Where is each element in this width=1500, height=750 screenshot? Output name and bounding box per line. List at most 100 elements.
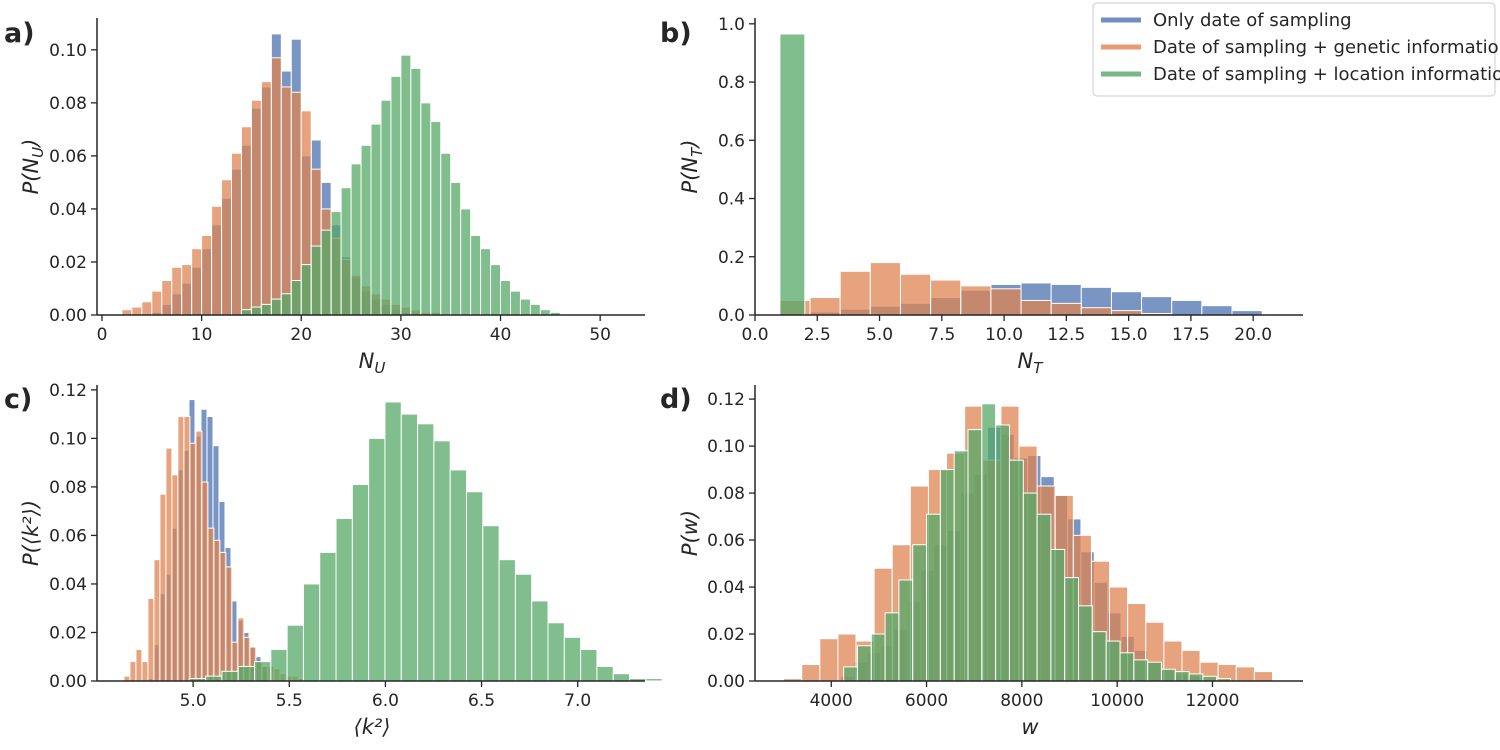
bar-location [500,280,511,316]
bar-genetic [171,266,183,316]
bar-genetic [201,234,213,316]
x-axis-label: ⟨k²⟩ [354,715,391,739]
bar-location [400,54,412,316]
bar-location [370,123,382,316]
y-tick-label: 0.12 [707,390,745,410]
bar-genetic [129,661,137,682]
panel-b: 0.0 2.5 5.0 7.5 10.0 12.5 15.0 17.5 20.0 0.0 0.2 0.… [678,15,1303,377]
bar-location [380,99,392,316]
bar-location [420,102,432,316]
bar-location [351,483,370,682]
bar-location [400,413,419,682]
y-tick-label: 0.10 [49,41,87,61]
y-tick: 0.02 [49,623,97,643]
bar-genetic [839,270,871,316]
bar-location [390,75,402,316]
y-tick-label: 0.10 [707,437,745,457]
bar-location [417,423,435,682]
x-tick-label: 6.5 [468,691,495,711]
bar-location [514,573,533,682]
bar-location [612,673,631,682]
bar-genetic [131,306,143,316]
x-tick: 10 [191,315,212,345]
y-tick-label: 0.04 [49,575,87,595]
y-tick: 0.08 [49,478,97,498]
bar-genetic [219,551,227,682]
x-tick-label: 50 [589,325,611,345]
x-tick: 12.5 [1047,315,1085,345]
series-location-d [843,403,1232,682]
bar-genetic [147,598,155,682]
y-tick: 0.10 [49,429,97,449]
y-tick-label: 0.08 [707,484,745,504]
panel-d: 4000 6000 8000 10000 12000 0.00 0.02 0.04 0.06 0.… [678,385,1303,739]
bar-location [856,645,872,682]
bar-location [1147,661,1162,682]
y-tick-label: 0.10 [49,429,87,449]
x-tick-label: 12000 [1185,691,1239,711]
bar-location [884,612,900,682]
bar-location [320,229,332,316]
bar-location [529,303,541,316]
y-tick-label: 0.0 [718,306,745,326]
x-tick: 0 [97,315,107,345]
bar-location [547,622,565,682]
x-tick-label: 17.5 [1172,325,1210,345]
bar-genetic [213,539,221,682]
bar-location [430,120,442,316]
bar-location [645,678,663,682]
bar-genetic [225,566,233,682]
bar-genetic [201,481,209,682]
bar-genetic [153,559,161,682]
bar-genetic [159,493,167,682]
y-tick: 1.0 [718,15,755,35]
bar-location [1008,459,1024,682]
y-tick: 0.04 [49,200,97,220]
bar-location [531,600,549,682]
y-tick-label: 0.08 [49,94,87,114]
y-tick: 0.04 [707,578,755,598]
bar-location [270,648,288,682]
bar-location [509,290,521,316]
y-tick: 0.02 [707,625,755,645]
bar-location [319,551,337,682]
bar-location [482,525,500,682]
x-tick-label: 5.0 [866,325,893,345]
x-tick-label: 5.0 [180,691,207,711]
x-tick-label: 20.0 [1234,325,1272,345]
y-tick-label: 0.8 [718,73,745,93]
legend: Only date of sampling Date of sampling +… [1092,2,1500,97]
bar-location [360,144,372,316]
bar-location [1105,640,1121,682]
y-tick-label: 0.00 [49,306,87,326]
bar-location [967,429,983,682]
x-tick-label: 15.0 [1110,325,1148,345]
y-tick-label: 0.6 [718,131,745,151]
bar-genetic [161,280,173,316]
bar-location [580,648,598,682]
y-tick: 0.06 [49,526,97,546]
x-tick: 20 [290,315,312,345]
x-tick-label: 30 [390,325,412,345]
y-tick-label: 0.00 [49,672,87,692]
bar-genetic [121,309,133,316]
x-tick-label: 40 [490,325,512,345]
x-tick: 40 [490,315,512,345]
bar-location [260,303,272,316]
bar-location [981,403,997,682]
bar-location [237,665,256,682]
x-tick-label: 8000 [1000,691,1043,711]
legend-frame [1092,2,1496,97]
y-tick: 0.12 [707,390,755,410]
bar-genetic [231,152,242,316]
y-tick-label: 0.06 [49,526,87,546]
bar-location [926,513,941,682]
bar-location [953,450,969,682]
bar-genetic [191,248,203,316]
x-tick: 2.5 [804,315,831,345]
y-tick-label: 0.06 [49,147,87,167]
y-tick: 0.08 [707,484,755,504]
y-tick: 0.00 [707,672,755,692]
bar-location [498,559,516,682]
y-tick: 0.06 [707,531,755,551]
